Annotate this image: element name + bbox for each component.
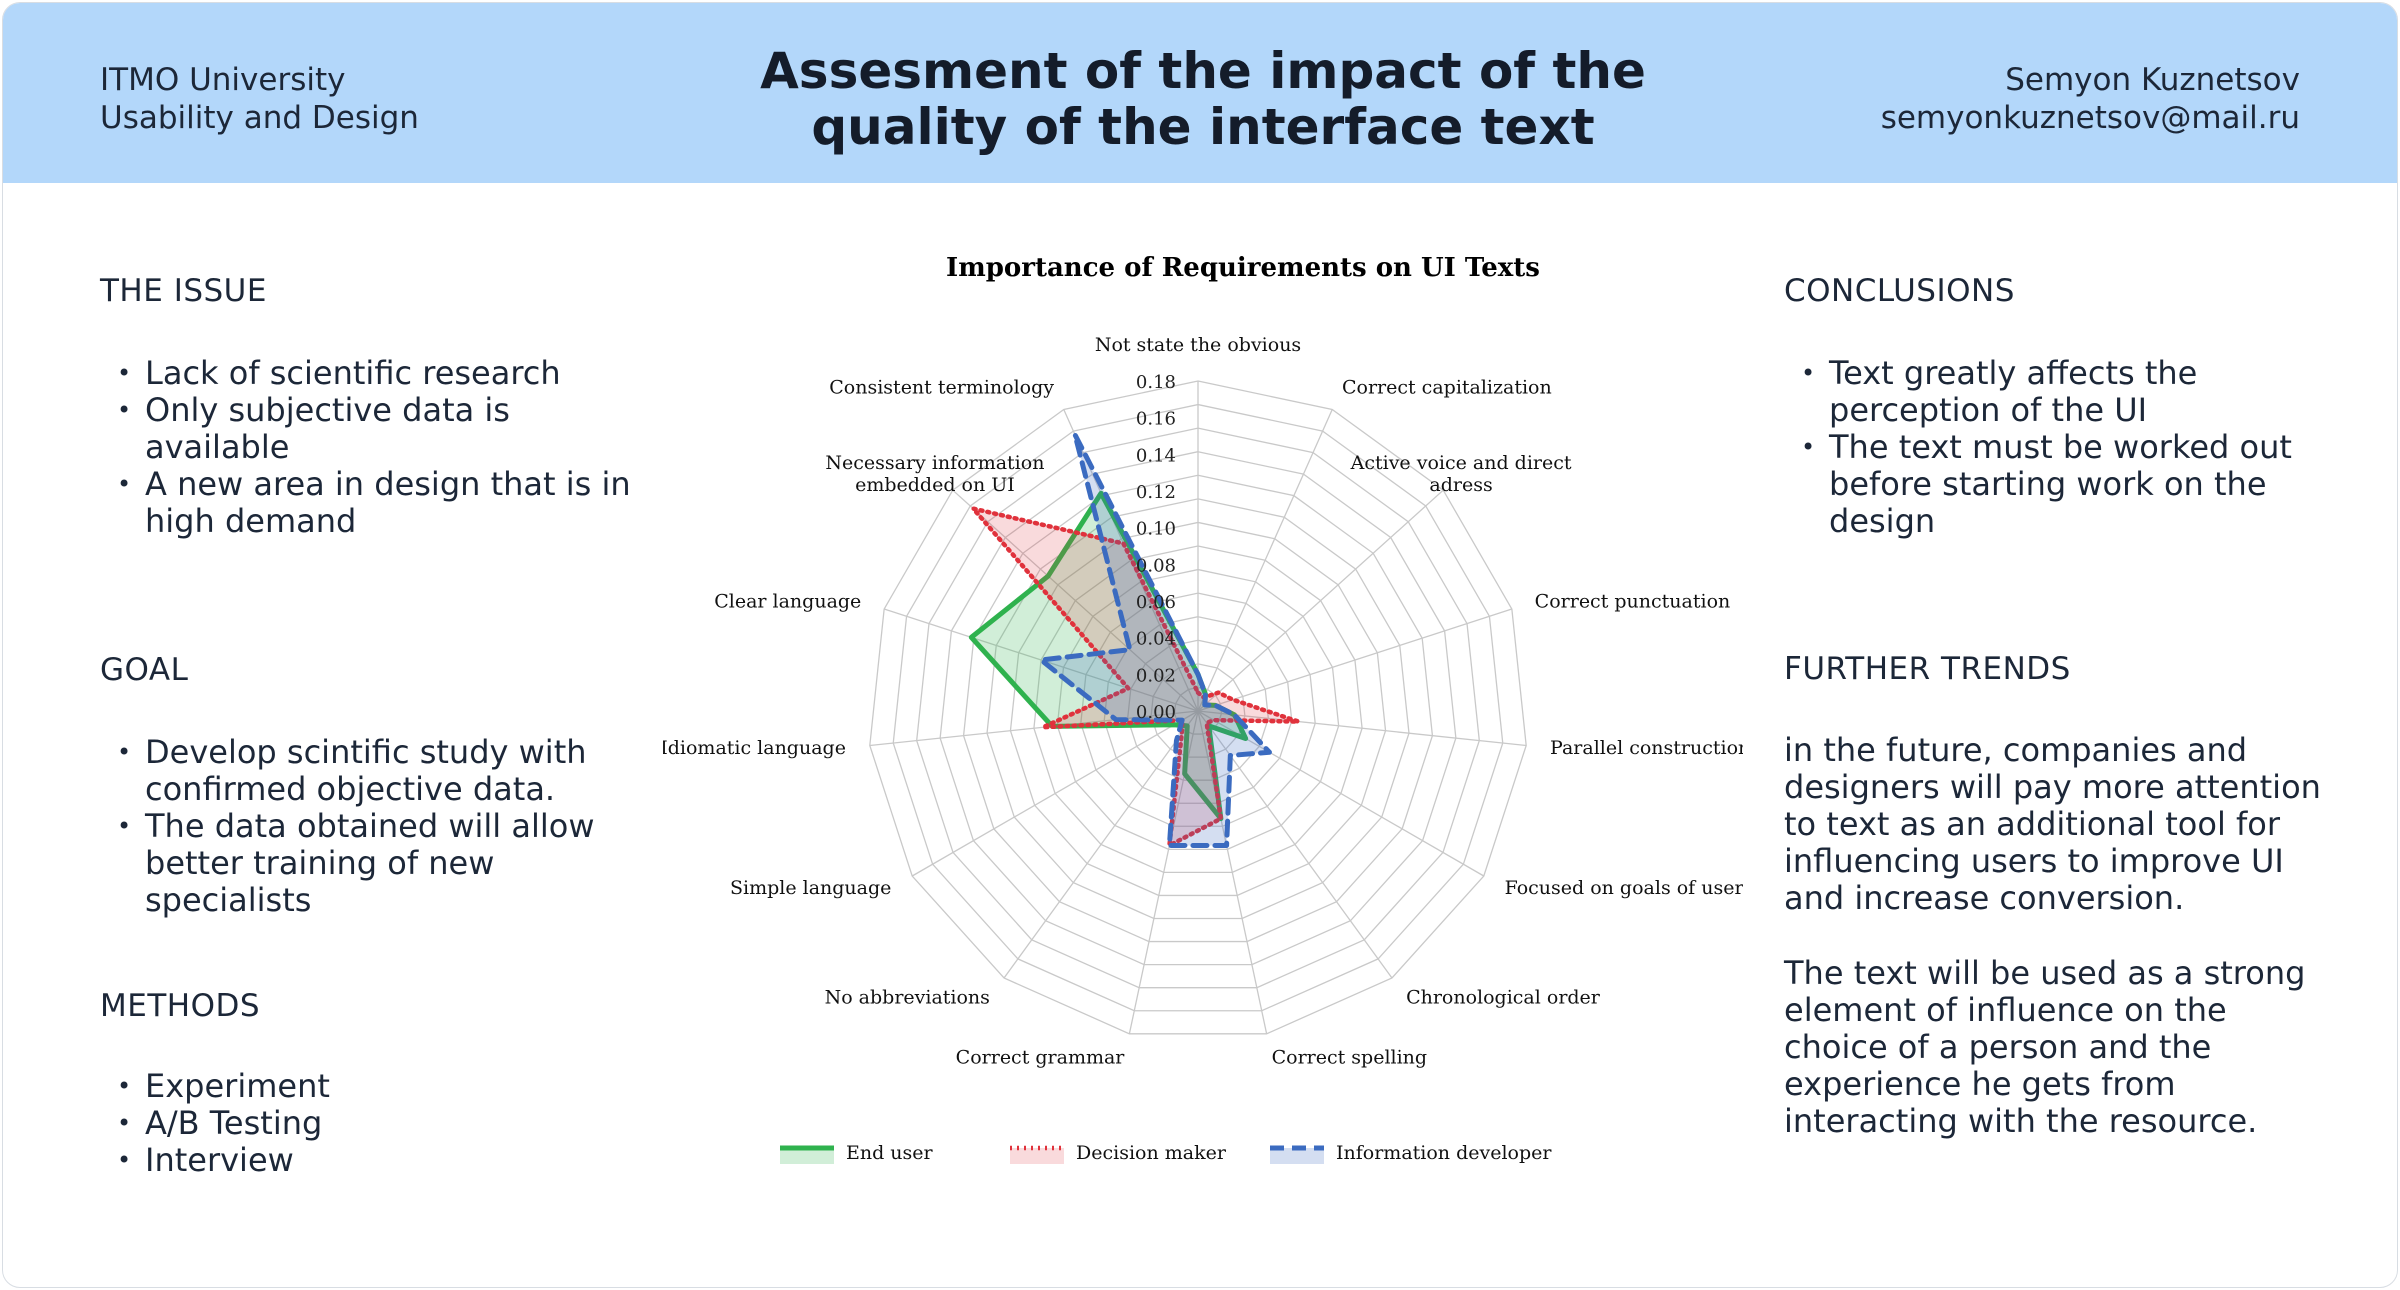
axis-label: Active voice and direct adress [1350, 452, 1572, 496]
goal-heading: GOAL [100, 652, 189, 688]
institution-info: ITMO University Usability and Design [100, 61, 419, 137]
axis-label: Chronological order [1406, 986, 1601, 1008]
grid-ring [1056, 568, 1340, 850]
axis-label: Parallel construction [1550, 737, 1743, 759]
title-line-2: quality of the interface text [811, 98, 1595, 156]
methods-list: Experiment A/B Testing Interview [100, 1068, 640, 1180]
list-item: A new area in design that is in high dem… [100, 466, 640, 540]
axis-label: Idiomatic language [663, 737, 846, 759]
axis-label: Clear language [714, 591, 861, 613]
tick-label: 0.14 [1136, 445, 1176, 466]
axis-label: Necessary information embedded on UI [825, 452, 1044, 496]
grid-ring [962, 474, 1434, 943]
tick-label: 0.02 [1136, 665, 1176, 686]
title-line-1: Assesment of the impact of the [760, 42, 1646, 100]
grid-ring [1127, 639, 1269, 781]
grid-spoke [1197, 608, 1513, 712]
author-name: Semyon Kuznetsov [2005, 62, 2300, 98]
tick-label: 0.08 [1136, 555, 1176, 576]
grid-ring [916, 427, 1480, 989]
grid-ring [892, 403, 1504, 1012]
axis-label: Correct punctuation [1535, 591, 1731, 613]
legend-label: Decision maker [1076, 1142, 1227, 1164]
tick-label: 0.12 [1136, 482, 1176, 503]
axis-label: Consistent terminology [829, 377, 1054, 399]
grid-ring [1150, 663, 1246, 758]
chart-tick-labels: 0.00 0.02 0.04 0.06 0.08 0.10 0.12 0.14 0.16 0.18 [1136, 372, 1176, 723]
grid-ring [1173, 686, 1223, 735]
grid-spoke [1197, 710, 1527, 747]
series-line [970, 506, 1301, 848]
grid-spoke [1003, 710, 1199, 979]
axis-label: Simple language [730, 877, 891, 899]
list-item: A/B Testing [100, 1105, 640, 1143]
issue-heading: THE ISSUE [100, 273, 267, 309]
list-item: Text greatly affects the perception of t… [1784, 355, 2304, 429]
poster-title: Assesment of the impact of the quality o… [603, 43, 1803, 155]
legend-swatch [1270, 1148, 1324, 1164]
list-item: Develop scintific study with confirmed o… [100, 734, 640, 808]
grid-ring [1033, 545, 1363, 874]
tick-label: 0.00 [1136, 702, 1176, 723]
grid-ring [1009, 521, 1387, 897]
grid-spoke [1197, 710, 1268, 1034]
axis-label: Correct grammar [956, 1046, 1126, 1068]
list-item: The data obtained will allow better trai… [100, 808, 640, 919]
tick-label: 0.18 [1136, 372, 1176, 393]
conclusions-list: Text greatly affects the perception of t… [1784, 355, 2304, 540]
grid-spoke [1197, 409, 1333, 712]
further-trends-heading: FURTHER TRENDS [1784, 651, 2071, 687]
grid-ring [939, 451, 1457, 966]
tick-label: 0.06 [1136, 592, 1176, 613]
grid-ring [1103, 616, 1293, 804]
list-item: Interview [100, 1142, 640, 1180]
list-item: The text must be worked out before start… [1784, 429, 2304, 540]
grid-ring [986, 498, 1410, 920]
axis-label: Correct spelling [1272, 1046, 1428, 1068]
series-area [971, 493, 1246, 819]
series-area [1041, 434, 1270, 846]
trends-paragraph-2: The text will be used as a strong elemen… [1784, 954, 2306, 1140]
trends-paragraph-1: in the future, companies and designers w… [1784, 731, 2321, 917]
chart-title: Importance of Requirements on UI Texts [946, 253, 1540, 283]
tick-label: 0.16 [1136, 409, 1176, 430]
grid-spoke [883, 608, 1199, 712]
program-name: Usability and Design [100, 100, 419, 136]
legend-label: Information developer [1336, 1142, 1552, 1164]
tick-label: 0.10 [1136, 519, 1176, 540]
grid-spoke [869, 710, 1199, 747]
axis-label: No abbreviations [825, 986, 990, 1008]
axis-label: Focused on goals of user [1505, 877, 1743, 899]
poster-header: ITMO University Usability and Design Ass… [3, 3, 2397, 183]
list-item: Lack of scientific research [100, 355, 640, 393]
radar-chart: Importance of Requirements on UI Texts 0… [663, 253, 1743, 1164]
methods-heading: METHODS [100, 988, 261, 1024]
chart-axis-labels: Not state the obvious Correct capitalizat… [663, 334, 1743, 1068]
list-item: Experiment [100, 1068, 640, 1106]
author-email[interactable]: semyonkuznetsov@mail.ru [1880, 100, 2300, 136]
chart-legend: End user Decision maker Information develo… [780, 1142, 1552, 1164]
grid-spoke [911, 710, 1199, 877]
goal-list: Develop scintific study with confirmed o… [100, 734, 640, 919]
legend-swatch [1010, 1148, 1064, 1164]
grid-ring [869, 380, 1527, 1035]
conclusions-heading: CONCLUSIONS [1784, 273, 2015, 309]
grid-spoke [1197, 489, 1444, 712]
axis-label: Not state the obvious [1095, 334, 1301, 356]
chart-series [968, 432, 1301, 848]
university-name: ITMO University [100, 62, 346, 98]
chart-grid [869, 380, 1527, 1035]
series-area [973, 508, 1299, 846]
series-line [1038, 432, 1272, 848]
author-info: Semyon Kuznetsov semyonkuznetsov@mail.ru [1881, 61, 2300, 137]
issue-list: Lack of scientific research Only subject… [100, 355, 640, 540]
list-item: Only subjective data is available [100, 392, 640, 466]
tick-label: 0.04 [1136, 629, 1176, 650]
legend-swatch [780, 1148, 834, 1164]
legend-label: End user [846, 1142, 934, 1164]
grid-spoke [952, 489, 1199, 712]
axis-label: Correct capitalization [1342, 377, 1552, 399]
